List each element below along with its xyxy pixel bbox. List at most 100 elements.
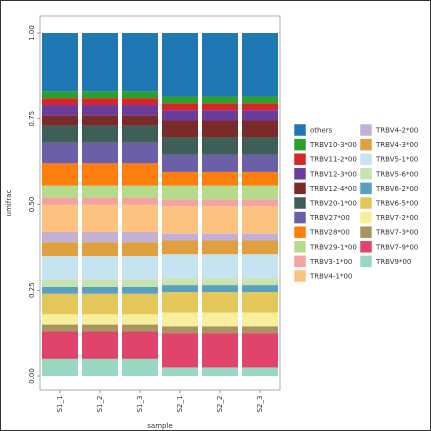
bar-segment [42, 242, 78, 256]
bar-segment [162, 206, 198, 234]
bar-segment [82, 286, 118, 294]
legend-key [293, 167, 307, 181]
bar-segment [122, 331, 158, 359]
bar-segment [42, 255, 78, 280]
bar-segment [242, 206, 278, 234]
legend-label: TRBV4-1*00 [309, 273, 352, 281]
bar-segment [202, 199, 238, 207]
legend-label: TRBV12-3*00 [309, 170, 357, 178]
legend-label: TRBV7-2*00 [375, 214, 418, 222]
bar-segment [242, 312, 278, 327]
bar-segment [42, 163, 78, 186]
bar-segment [122, 163, 158, 186]
legend-label: TRBV9*00 [375, 258, 411, 266]
bar-segment [82, 98, 118, 106]
legend-key [359, 240, 373, 254]
bar-segment [202, 185, 238, 200]
bar-segment [122, 314, 158, 325]
x-tick-label: S2_2 [216, 396, 224, 413]
bar-segment [42, 125, 78, 143]
bar-segment [162, 96, 198, 104]
bar-segment [42, 197, 78, 205]
legend-label: TRBV10-3*00 [309, 141, 357, 149]
plot-area [39, 15, 281, 391]
bar-segment [122, 125, 158, 143]
x-tick-label: S2_1 [176, 396, 184, 413]
bar-segment [122, 231, 158, 243]
x-tick-label: S1_2 [96, 396, 104, 413]
bar-segment [42, 204, 78, 232]
bar-segment [202, 120, 238, 138]
bar-segment [82, 185, 118, 198]
bar-segment [242, 154, 278, 172]
legend-key [293, 269, 307, 283]
bar-segment [42, 358, 78, 376]
x-axis-label: sample [147, 422, 172, 430]
bar-segment [122, 286, 158, 294]
legend-label: TRBV4-2*00 [375, 127, 418, 135]
bar-segment [162, 103, 198, 111]
bar-segment [82, 324, 118, 332]
bar-segment [162, 185, 198, 200]
bar-segment [242, 285, 278, 292]
bar-segment [162, 367, 198, 376]
bar-segment [242, 254, 278, 279]
bar-segment [202, 254, 238, 279]
bar-segment [82, 331, 118, 359]
legend-key [293, 240, 307, 254]
bar-segment [82, 105, 118, 116]
bar-segment [242, 291, 278, 313]
legend-label: TRBV6-5*00 [375, 200, 418, 208]
legend-label: others [310, 127, 333, 135]
bar-segment [162, 285, 198, 292]
legend-key [293, 255, 307, 268]
bar-segment [122, 255, 158, 280]
bar-segment [122, 204, 158, 232]
legend-label: TRBV28*00 [309, 229, 350, 237]
bar-segment [202, 291, 238, 313]
legend-label: TRBV3-1*00 [309, 258, 352, 266]
x-tick-label: S2_3 [256, 396, 264, 413]
bar-segment [42, 286, 78, 294]
bar-segment [242, 171, 278, 186]
bar-segment [42, 324, 78, 332]
bar-segment [42, 33, 78, 92]
bar-segment [122, 185, 158, 198]
legend-label: TRBV5-1*00 [375, 156, 418, 164]
bar-segment [202, 137, 238, 155]
bar-segment [242, 278, 278, 286]
bar-segment [82, 125, 118, 143]
legend-key [359, 123, 373, 137]
legend-label: TRBV27*00 [309, 214, 350, 222]
bar-segment [162, 240, 198, 255]
bar-segment [202, 206, 238, 234]
bar-segment [202, 171, 238, 186]
bar-segment [82, 293, 118, 315]
bar-segment [42, 293, 78, 315]
bar-segment [42, 142, 78, 164]
legend-key [359, 152, 373, 166]
legend-label: TRBV12-4*00 [309, 185, 357, 193]
y-tick-label: 0.75 [28, 111, 36, 127]
bar-segment [242, 185, 278, 200]
bar-segment [42, 314, 78, 325]
bar-segment [122, 91, 158, 99]
bar-segment [162, 312, 198, 327]
bar-segment [242, 333, 278, 368]
bar-segment [82, 142, 118, 164]
legend-key [293, 138, 307, 151]
y-tick-label: 0.00 [28, 368, 36, 384]
bar-segment [202, 367, 238, 376]
bar-segment [82, 314, 118, 325]
bar-segment [82, 279, 118, 287]
bar-segment [162, 137, 198, 155]
legend-label: TRBV5-6*00 [375, 170, 418, 178]
bar-segment [122, 324, 158, 332]
bar-segment [82, 197, 118, 205]
legend-key [359, 255, 373, 268]
y-tick-label: 1.00 [28, 25, 36, 41]
legend-key [359, 182, 373, 195]
bar-segment [42, 98, 78, 106]
bar-segment [242, 33, 278, 97]
bar-segment [202, 110, 238, 121]
